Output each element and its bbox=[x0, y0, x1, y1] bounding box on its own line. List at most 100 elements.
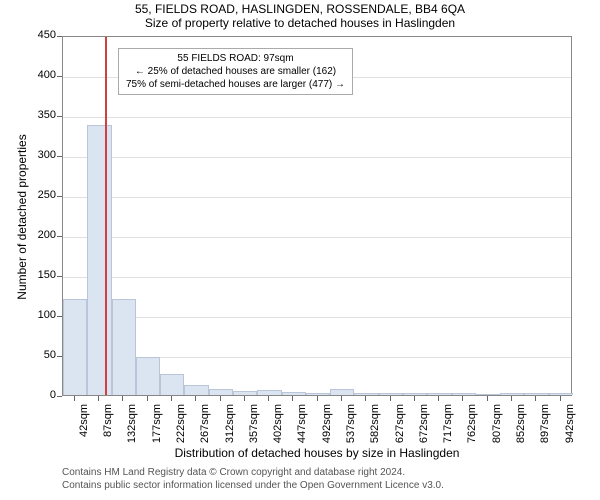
x-tick-mark bbox=[98, 396, 99, 401]
gridline bbox=[63, 237, 571, 238]
x-tick-mark bbox=[390, 396, 391, 401]
gridline bbox=[63, 317, 571, 318]
y-tick-mark bbox=[57, 236, 62, 237]
y-tick-label: 350 bbox=[28, 109, 56, 121]
y-tick-mark bbox=[57, 36, 62, 37]
histogram-bar bbox=[549, 393, 573, 395]
x-tick-mark bbox=[147, 396, 148, 401]
y-axis-label: Number of detached properties bbox=[15, 117, 29, 317]
histogram-bar bbox=[209, 389, 233, 395]
x-tick-mark bbox=[511, 396, 512, 401]
y-tick-mark bbox=[57, 116, 62, 117]
x-tick-mark bbox=[195, 396, 196, 401]
y-tick-label: 300 bbox=[28, 149, 56, 161]
y-tick-mark bbox=[57, 276, 62, 277]
y-tick-mark bbox=[57, 156, 62, 157]
x-tick-label: 492sqm bbox=[321, 404, 333, 452]
footer-line1: Contains HM Land Registry data © Crown c… bbox=[62, 466, 444, 479]
x-tick-mark bbox=[74, 396, 75, 401]
x-tick-mark bbox=[220, 396, 221, 401]
reference-line bbox=[105, 37, 107, 395]
histogram-bar bbox=[330, 389, 354, 395]
histogram-bar bbox=[524, 393, 548, 395]
histogram-bar bbox=[306, 393, 330, 395]
x-tick-label: 537sqm bbox=[345, 404, 357, 452]
x-tick-label: 807sqm bbox=[491, 404, 503, 452]
x-tick-mark bbox=[535, 396, 536, 401]
histogram-bar bbox=[452, 393, 476, 395]
y-tick-mark bbox=[57, 396, 62, 397]
x-tick-mark bbox=[317, 396, 318, 401]
chart-title: 55, FIELDS ROAD, HASLINGDEN, ROSSENDALE,… bbox=[0, 0, 600, 16]
histogram-bar bbox=[184, 385, 208, 395]
x-tick-label: 942sqm bbox=[564, 404, 576, 452]
x-tick-label: 132sqm bbox=[126, 404, 138, 452]
x-tick-label: 357sqm bbox=[248, 404, 260, 452]
histogram-bar bbox=[160, 374, 184, 395]
x-tick-mark bbox=[171, 396, 172, 401]
y-tick-label: 100 bbox=[28, 309, 56, 321]
y-tick-label: 200 bbox=[28, 229, 56, 241]
x-tick-mark bbox=[341, 396, 342, 401]
x-tick-label: 447sqm bbox=[296, 404, 308, 452]
histogram-bar bbox=[476, 394, 500, 395]
x-tick-label: 717sqm bbox=[442, 404, 454, 452]
x-tick-label: 402sqm bbox=[272, 404, 284, 452]
x-tick-mark bbox=[462, 396, 463, 401]
x-tick-label: 87sqm bbox=[102, 404, 114, 452]
callout-line3: 75% of semi-detached houses are larger (… bbox=[126, 78, 345, 91]
x-tick-mark bbox=[268, 396, 269, 401]
x-tick-label: 582sqm bbox=[369, 404, 381, 452]
callout-box: 55 FIELDS ROAD: 97sqm ← 25% of detached … bbox=[118, 48, 353, 95]
histogram-bar bbox=[233, 391, 257, 395]
footer-line2: Contains public sector information licen… bbox=[62, 479, 444, 492]
x-tick-label: 177sqm bbox=[151, 404, 163, 452]
x-tick-label: 222sqm bbox=[175, 404, 187, 452]
x-tick-mark bbox=[414, 396, 415, 401]
histogram-bar bbox=[379, 393, 403, 395]
histogram-bar bbox=[257, 390, 281, 395]
x-tick-mark bbox=[244, 396, 245, 401]
x-tick-mark bbox=[122, 396, 123, 401]
histogram-bar bbox=[87, 125, 111, 395]
y-tick-mark bbox=[57, 196, 62, 197]
x-tick-label: 852sqm bbox=[515, 404, 527, 452]
chart-container: 55, FIELDS ROAD, HASLINGDEN, ROSSENDALE,… bbox=[0, 0, 600, 500]
x-tick-label: 42sqm bbox=[78, 404, 90, 452]
footer: Contains HM Land Registry data © Crown c… bbox=[62, 466, 444, 492]
x-tick-mark bbox=[487, 396, 488, 401]
histogram-bar bbox=[427, 393, 451, 395]
x-tick-mark bbox=[560, 396, 561, 401]
x-tick-label: 762sqm bbox=[466, 404, 478, 452]
histogram-bar bbox=[112, 299, 136, 395]
callout-line1: 55 FIELDS ROAD: 97sqm bbox=[126, 52, 345, 65]
gridline bbox=[63, 277, 571, 278]
histogram-bar bbox=[282, 392, 306, 395]
x-tick-label: 267sqm bbox=[199, 404, 211, 452]
x-tick-label: 627sqm bbox=[394, 404, 406, 452]
y-tick-mark bbox=[57, 356, 62, 357]
y-tick-label: 50 bbox=[28, 349, 56, 361]
y-tick-label: 450 bbox=[28, 29, 56, 41]
y-tick-label: 400 bbox=[28, 69, 56, 81]
gridline bbox=[63, 157, 571, 158]
y-tick-label: 150 bbox=[28, 269, 56, 281]
gridline bbox=[63, 197, 571, 198]
y-tick-mark bbox=[57, 316, 62, 317]
x-tick-label: 897sqm bbox=[539, 404, 551, 452]
x-tick-label: 672sqm bbox=[418, 404, 430, 452]
callout-line2: ← 25% of detached houses are smaller (16… bbox=[126, 65, 345, 78]
histogram-bar bbox=[500, 393, 524, 395]
x-tick-label: 312sqm bbox=[224, 404, 236, 452]
y-tick-mark bbox=[57, 76, 62, 77]
histogram-bar bbox=[63, 299, 87, 395]
x-tick-mark bbox=[292, 396, 293, 401]
x-tick-mark bbox=[365, 396, 366, 401]
y-tick-label: 0 bbox=[28, 389, 56, 401]
histogram-bar bbox=[354, 393, 378, 395]
gridline bbox=[63, 117, 571, 118]
x-tick-mark bbox=[438, 396, 439, 401]
chart-subtitle: Size of property relative to detached ho… bbox=[0, 16, 600, 30]
histogram-bar bbox=[136, 357, 160, 395]
histogram-bar bbox=[403, 393, 427, 395]
